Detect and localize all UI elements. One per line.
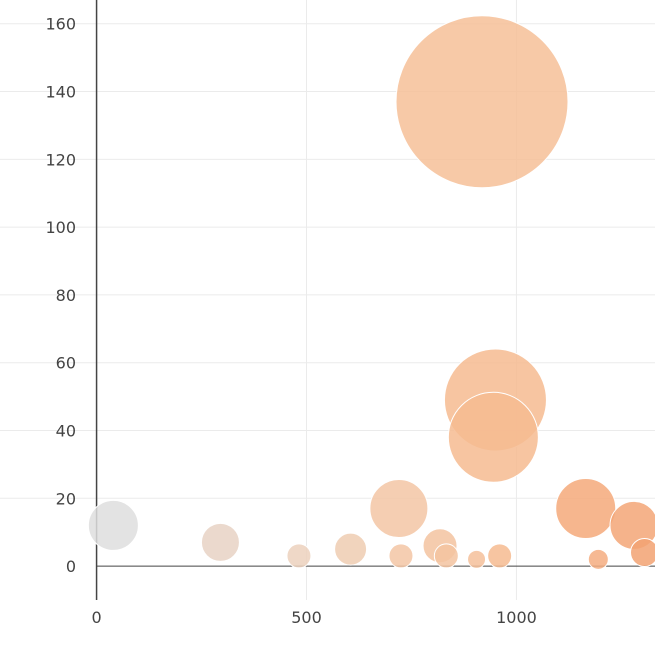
y-tick-label: 80 — [56, 286, 76, 305]
y-tick-label: 140 — [45, 83, 76, 102]
bubble-point-1[interactable] — [200, 522, 240, 562]
bubble-point-14[interactable] — [587, 548, 609, 570]
tick-labels: 0 20 40 60 80 100 120 140 160 0 500 1000 — [45, 15, 536, 627]
bubble-point-12[interactable] — [487, 543, 513, 569]
y-tick-label: 60 — [56, 354, 76, 373]
y-tick-label: 0 — [66, 557, 76, 576]
bubble-point-13[interactable] — [555, 477, 617, 539]
y-tick-label: 100 — [45, 218, 76, 237]
y-tick-label: 160 — [45, 15, 76, 34]
bubble-point-7[interactable] — [433, 543, 459, 569]
bubble-point-9[interactable] — [395, 15, 569, 189]
y-tick-label: 20 — [56, 489, 76, 508]
y-tick-label: 40 — [56, 422, 76, 441]
x-tick-label: 1000 — [496, 608, 537, 627]
axes — [95, 0, 655, 600]
bubble-point-11[interactable] — [447, 391, 539, 483]
data-points — [87, 15, 655, 570]
bubble-point-2[interactable] — [286, 543, 312, 569]
bubble-point-4[interactable] — [369, 478, 429, 538]
bubble-point-0[interactable] — [87, 499, 139, 551]
x-tick-label: 500 — [291, 608, 322, 627]
bubble-point-16[interactable] — [630, 538, 655, 568]
bubble-point-3[interactable] — [334, 532, 368, 566]
y-tick-label: 120 — [45, 150, 76, 169]
bubble-point-5[interactable] — [388, 543, 414, 569]
x-tick-label: 0 — [91, 608, 101, 627]
bubble-point-8[interactable] — [467, 549, 487, 569]
